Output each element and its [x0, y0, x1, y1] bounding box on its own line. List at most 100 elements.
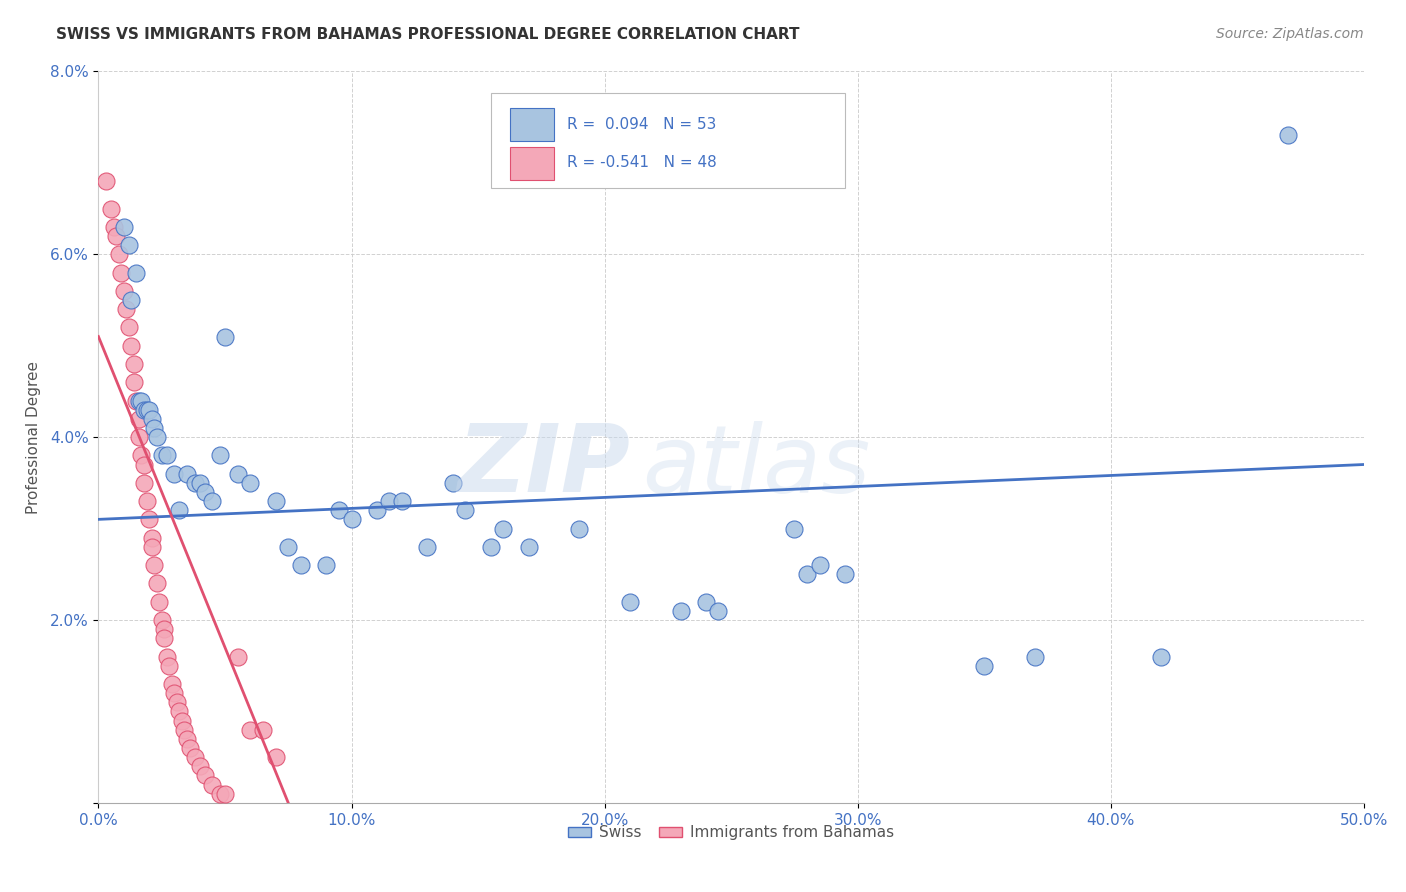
Point — [131, 393, 153, 408]
Point — [568, 521, 591, 535]
Point — [454, 503, 477, 517]
Point — [277, 540, 299, 554]
Point — [163, 686, 186, 700]
Point — [112, 284, 135, 298]
Point — [107, 247, 129, 261]
Point — [135, 402, 157, 417]
Point — [441, 475, 464, 490]
Point — [132, 402, 155, 417]
Point — [173, 723, 195, 737]
Point — [132, 458, 155, 472]
FancyBboxPatch shape — [510, 108, 554, 141]
Point — [153, 622, 176, 636]
Point — [138, 402, 160, 417]
Point — [188, 759, 211, 773]
Point — [226, 649, 249, 664]
Point — [105, 229, 128, 244]
Point — [1024, 649, 1046, 664]
Point — [194, 768, 217, 782]
Point — [157, 658, 180, 673]
Point — [783, 521, 806, 535]
Point — [118, 238, 141, 252]
Point — [143, 421, 166, 435]
Text: atlas: atlas — [643, 421, 870, 512]
Point — [695, 595, 717, 609]
Point — [156, 449, 179, 463]
Text: ZIP: ZIP — [457, 420, 630, 512]
Point — [188, 475, 211, 490]
Point — [366, 503, 388, 517]
Point — [517, 540, 540, 554]
Point — [112, 219, 135, 234]
Point — [125, 266, 148, 280]
Point — [150, 449, 173, 463]
Point — [120, 338, 142, 352]
Point — [328, 503, 350, 517]
Point — [94, 174, 117, 188]
Point — [145, 430, 167, 444]
Point — [100, 202, 122, 216]
Legend: Swiss, Immigrants from Bahamas: Swiss, Immigrants from Bahamas — [562, 819, 900, 847]
Point — [132, 475, 155, 490]
Point — [340, 512, 363, 526]
Point — [170, 714, 193, 728]
Text: Source: ZipAtlas.com: Source: ZipAtlas.com — [1216, 27, 1364, 41]
Point — [315, 558, 337, 573]
Point — [378, 494, 401, 508]
Point — [153, 632, 176, 646]
Point — [163, 467, 186, 481]
Point — [194, 485, 217, 500]
Point — [183, 750, 205, 764]
Point — [290, 558, 312, 573]
Point — [619, 595, 641, 609]
Point — [479, 540, 502, 554]
Point — [176, 731, 198, 746]
Point — [169, 503, 191, 517]
Point — [176, 467, 198, 481]
Point — [252, 723, 274, 737]
Point — [808, 558, 831, 573]
Point — [416, 540, 439, 554]
Point — [160, 677, 183, 691]
Point — [208, 787, 231, 801]
Point — [973, 658, 995, 673]
Point — [141, 412, 163, 426]
Point — [103, 219, 125, 234]
Point — [239, 723, 262, 737]
Point — [128, 430, 150, 444]
Point — [122, 357, 145, 371]
Text: SWISS VS IMMIGRANTS FROM BAHAMAS PROFESSIONAL DEGREE CORRELATION CHART: SWISS VS IMMIGRANTS FROM BAHAMAS PROFESS… — [56, 27, 800, 42]
Point — [201, 778, 224, 792]
Point — [169, 705, 191, 719]
Point — [226, 467, 249, 481]
Point — [166, 695, 188, 709]
Point — [239, 475, 262, 490]
Point — [264, 750, 287, 764]
Point — [214, 329, 236, 343]
Point — [141, 540, 163, 554]
Point — [208, 449, 231, 463]
Text: R =  0.094   N = 53: R = 0.094 N = 53 — [567, 117, 716, 131]
Point — [391, 494, 413, 508]
Point — [122, 376, 145, 390]
Point — [110, 266, 132, 280]
Y-axis label: Professional Degree: Professional Degree — [27, 360, 42, 514]
Point — [145, 576, 167, 591]
Point — [120, 293, 142, 307]
Point — [264, 494, 287, 508]
Point — [138, 512, 160, 526]
Point — [214, 787, 236, 801]
FancyBboxPatch shape — [491, 94, 845, 188]
Point — [1150, 649, 1173, 664]
FancyBboxPatch shape — [510, 146, 554, 179]
Point — [183, 475, 205, 490]
Point — [179, 740, 201, 755]
Point — [707, 604, 730, 618]
Point — [492, 521, 515, 535]
Point — [156, 649, 179, 664]
Text: R = -0.541   N = 48: R = -0.541 N = 48 — [567, 155, 717, 170]
Point — [128, 412, 150, 426]
Point — [141, 531, 163, 545]
Point — [834, 567, 856, 582]
Point — [135, 494, 157, 508]
